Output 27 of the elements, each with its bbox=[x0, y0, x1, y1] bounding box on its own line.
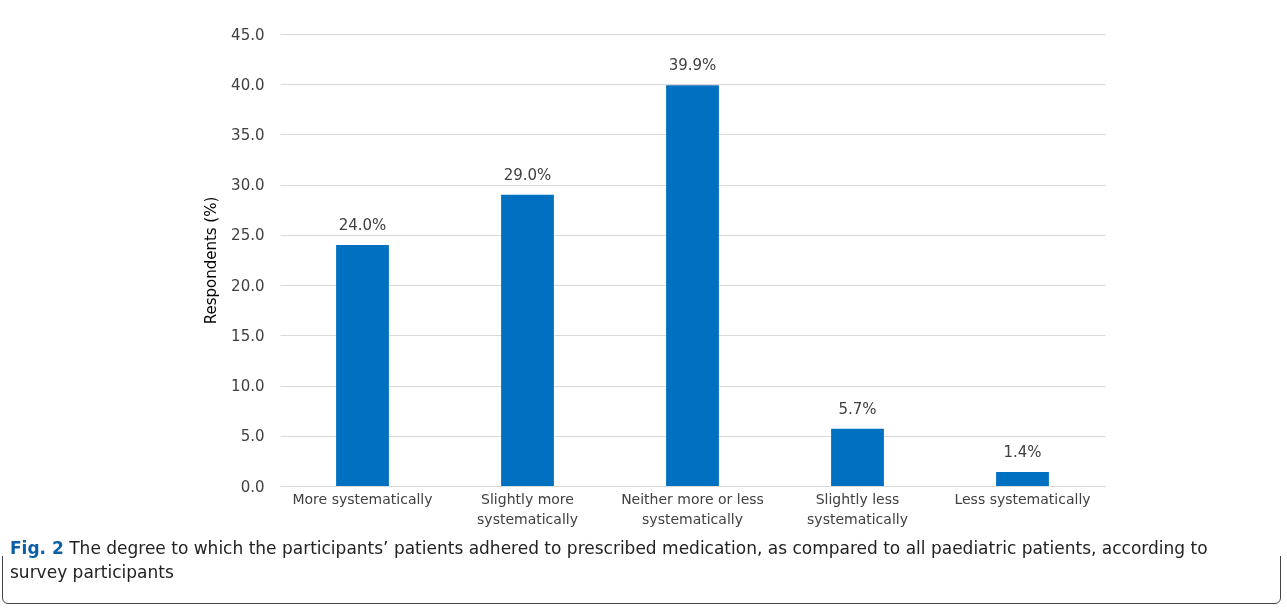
data-label: 1.4% bbox=[1003, 442, 1042, 461]
bar bbox=[996, 471, 1049, 486]
data-label: 24.0% bbox=[338, 215, 387, 234]
y-tick-label: 15.0 bbox=[231, 326, 265, 345]
data-label: 5.7% bbox=[838, 399, 877, 418]
data-label: 29.0% bbox=[503, 165, 552, 184]
bar bbox=[336, 244, 389, 486]
x-tick-label: Neither more or less systematically bbox=[621, 490, 764, 527]
y-tick-label: 25.0 bbox=[231, 226, 265, 245]
y-tick-label: 5.0 bbox=[240, 427, 265, 446]
bar bbox=[501, 194, 554, 486]
x-tick-label: More systematically bbox=[292, 490, 433, 507]
y-tick-label: 40.0 bbox=[231, 75, 265, 94]
y-tick-label: 45.0 bbox=[231, 25, 265, 44]
x-tick-label: Less systematically bbox=[954, 490, 1091, 507]
bar bbox=[666, 85, 719, 486]
y-tick-label: 0.0 bbox=[240, 477, 265, 496]
y-tick-label: 20.0 bbox=[231, 276, 265, 295]
x-tick-label: Slightly less systematically bbox=[807, 490, 908, 527]
y-tick-label: 10.0 bbox=[231, 377, 265, 396]
x-tick-label: Slightly more systematically bbox=[477, 490, 578, 527]
bar bbox=[831, 428, 884, 486]
y-tick-label: 30.0 bbox=[231, 176, 265, 195]
y-axis-title: Respondents (%) bbox=[202, 196, 221, 325]
data-label: 39.9% bbox=[668, 56, 717, 75]
y-tick-label: 35.0 bbox=[231, 125, 265, 144]
caption: Fig. 2 The degree to which the participants’ patients adhered to prescribed medication, as compared to all paediatric patients, according to survey participants bbox=[10, 537, 1209, 584]
